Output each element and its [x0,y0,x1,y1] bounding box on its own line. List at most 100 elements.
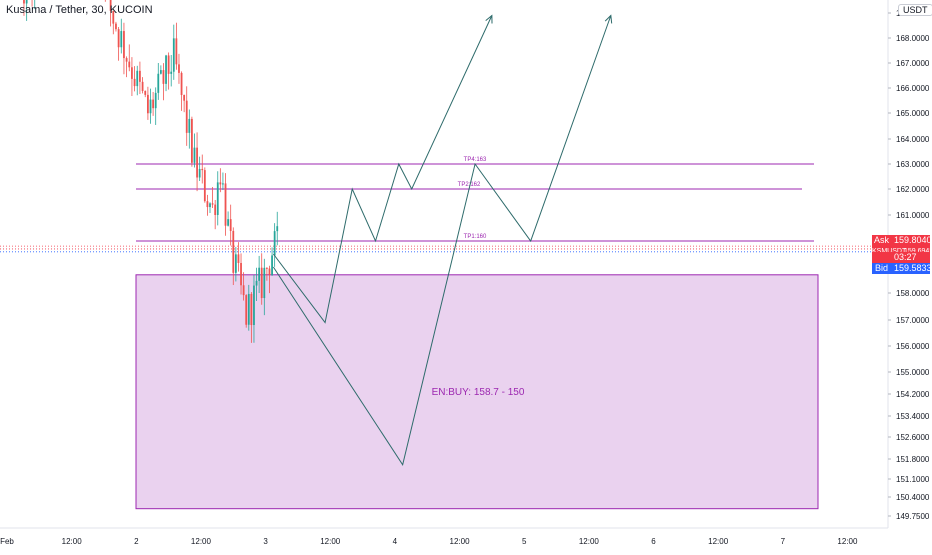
bar-countdown: 03:27 [872,251,930,263]
candle-body-74 [167,55,170,74]
candle-body-86 [198,168,201,178]
candle-body-73 [165,55,167,84]
candle-body-93 [216,182,219,215]
candle-body-114 [271,255,273,276]
candle-body-53 [112,10,115,24]
candle-body-94 [219,182,222,185]
y-tick-label-6: 153.4000 [896,412,930,421]
x-tick-label-13: 7 [781,537,786,546]
candle-body-95 [222,183,224,185]
candle-body-90 [209,203,211,208]
y-tick-label-15: 162.0000 [896,185,930,194]
candle-body-76 [172,38,175,72]
candle-body-59 [128,61,131,68]
y-tick-label-3: 151.1000 [896,475,930,484]
y-tick-label-16: 163.0000 [896,160,930,169]
x-tick-label-5: 3 [263,537,268,546]
candle-body-56 [120,31,123,48]
projection-arrow-1 [485,14,493,24]
last-price-tag-value: 159.6942 [904,246,932,257]
candle-body-96 [224,183,227,226]
candle-body-83 [190,118,193,163]
candle-body-55 [117,29,120,48]
candle-body-61 [133,78,136,87]
y-tick-label-11: 158.0000 [896,289,930,298]
price-axis [888,0,932,550]
y-tick-label-1: 149.7500 [896,512,930,521]
last-price-tag-label: KSMUSDT [872,246,906,257]
candle-body-75 [170,71,173,74]
candle-body-87 [201,168,204,171]
candle-body-85 [196,147,198,178]
candle-body-103 [242,285,245,296]
x-tick-label-8: 12:00 [450,537,471,546]
candle-body-98 [229,219,232,231]
projection-path-1 [272,15,493,324]
candle-body-63 [139,70,141,82]
candle-body-108 [255,280,258,286]
ask-tag: Ask 159.8040 [872,234,932,246]
y-tick-label-7: 154.2000 [896,390,930,399]
y-tick-label-10: 157.0000 [896,316,930,325]
y-tick-label-21: 168.0000 [896,34,930,43]
x-tick-label-4: 12:00 [191,537,212,546]
candle-body-89 [206,201,209,208]
candle-body-82 [188,118,191,133]
candle-body-72 [162,70,165,84]
candle-body-112 [265,267,268,269]
candle-body-92 [214,204,217,215]
candle-body-66 [146,94,149,114]
projection-path-2 [272,15,612,466]
candle-body-65 [144,90,147,95]
candle-body-67 [149,99,152,114]
currency-badge[interactable]: USDT [898,4,932,16]
candle-body-113 [268,268,271,276]
candle-body-62 [136,70,139,87]
candle-body-97 [227,219,230,226]
x-tick-label-3: 2 [134,537,139,546]
candle-body-101 [237,254,240,263]
bid-tag: Bid 159.5833 [872,262,932,274]
candle-body-116 [276,226,279,232]
candle-body-52 [109,0,112,11]
candle-body-100 [234,254,237,273]
x-tick-label-11: 6 [651,537,656,546]
ask-tag-label: Ask [873,234,889,245]
time-axis [0,528,932,550]
x-tick-label-12: 12:00 [708,537,729,546]
ask-tag-value: 159.8040 [894,234,932,245]
candle-body-70 [157,73,160,93]
candle-body-39 [23,0,25,4]
candle-body-60 [131,67,133,79]
candle-body-110 [260,267,263,299]
y-tick-label-2: 150.4000 [896,493,930,502]
x-tick-label-9: 5 [522,537,527,546]
candle-body-78 [178,64,180,73]
candle-body-102 [240,262,242,286]
level-label-3: TP4:163 [464,157,487,163]
candle-body-68 [152,99,155,109]
y-tick-label-9: 156.0000 [896,342,930,351]
candle-body-40 [25,0,28,4]
buy-zone-label: EN:BUY: 158.7 - 150 [432,387,525,398]
candle-body-115 [273,231,276,256]
x-tick-label-2: 12:00 [62,537,83,546]
candle-body-79 [180,72,183,95]
candle-body-106 [250,293,253,326]
candle-body-64 [141,81,144,91]
x-tick-label-1: Feb [0,537,14,546]
y-tick-label-17: 164.0000 [896,135,930,144]
candle-body-84 [193,147,196,163]
candle-body-99 [232,230,235,273]
candle-body-77 [175,38,178,65]
candle-body-54 [115,23,117,30]
candle-body-71 [159,70,162,74]
candle-body-88 [203,170,206,202]
candle-body-107 [253,285,255,326]
projection-arrow-2 [604,14,613,24]
candle-body-111 [263,267,266,299]
candle-body-104 [245,295,248,325]
x-tick-label-14: 12:00 [837,537,858,546]
